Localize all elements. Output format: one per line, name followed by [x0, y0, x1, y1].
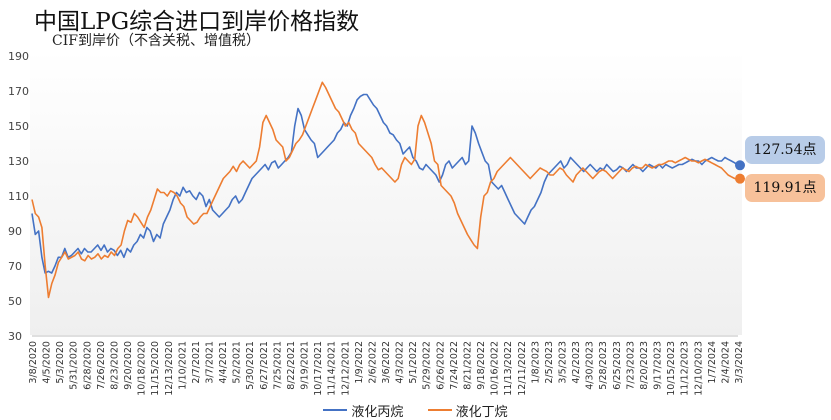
- x-tick-label: 12/11/2022: [517, 341, 528, 396]
- series-layer: [31, 81, 739, 299]
- x-tick-label: 1/10/2021: [177, 341, 188, 390]
- x-tick-label: 7/26/2020: [96, 341, 107, 390]
- x-tick-label: 7/24/2022: [449, 341, 460, 390]
- x-tick-label: 12/12/2021: [340, 341, 351, 396]
- x-tick-label: 6/28/2020: [82, 341, 93, 390]
- x-tick-label: 1/9/2022: [354, 341, 365, 384]
- y-tick-label: 110: [8, 190, 29, 203]
- x-tick-label: 4/4/2021: [218, 341, 229, 384]
- y-tick-label: 70: [8, 260, 22, 273]
- x-tick-label: 3/7/2021: [205, 341, 216, 384]
- legend-butane-label: 液化丁烷: [455, 404, 508, 420]
- x-tick-label: 8/20/2023: [639, 341, 650, 390]
- legend-butane-swatch: [427, 409, 452, 411]
- x-tick-label: 6/26/2022: [435, 341, 446, 390]
- plot-area: [30, 50, 742, 335]
- x-tick-label: 12/10/2023: [693, 341, 704, 396]
- propane-value-callout: 127.54点: [745, 136, 825, 164]
- x-tick-label: 2/6/2022: [367, 341, 378, 384]
- x-tick-label: 2/5/2023: [544, 341, 555, 384]
- x-tick-label: 9/18/2022: [476, 341, 487, 390]
- y-tick-label: 170: [8, 85, 29, 98]
- x-tick-label: 5/30/2021: [245, 341, 256, 390]
- x-tick-label: 1/8/2023: [530, 341, 541, 384]
- butane-end-marker: [735, 173, 745, 184]
- x-tick-label: 4/3/2022: [395, 341, 406, 384]
- legend-item-butane: 液化丁烷: [427, 401, 508, 420]
- x-tick-label: 5/1/2022: [408, 341, 419, 384]
- y-tick-label: 150: [8, 120, 29, 133]
- legend-propane-swatch: [323, 409, 348, 411]
- butane-series-line: [31, 81, 739, 299]
- x-tick-label: 4/5/2020: [42, 341, 53, 384]
- x-tick-label: 3/3/2024: [734, 341, 745, 384]
- x-tick-label: 10/17/2021: [313, 341, 324, 396]
- x-tick-label: 3/5/2023: [558, 341, 569, 384]
- chart-subtitle: CIF到岸价（不含关税、增值税）: [52, 33, 260, 49]
- x-tick-label: 8/22/2021: [286, 341, 297, 390]
- x-tick-label: 9/17/2023: [653, 341, 664, 390]
- x-tick-label: 7/23/2023: [625, 341, 636, 390]
- legend-item-propane: 液化丙烷: [323, 401, 403, 420]
- legend: 液化丙烷 液化丁烷: [0, 400, 831, 420]
- legend-propane-label: 液化丙烷: [351, 404, 404, 420]
- y-tick-label: 30: [8, 330, 22, 343]
- x-tick-label: 10/15/2023: [666, 341, 677, 396]
- x-tick-label: 9/20/2020: [123, 341, 134, 390]
- x-tick-label: 8/21/2022: [462, 341, 473, 390]
- chart-title: 中国LPG综合进口到岸价格指数: [34, 9, 360, 35]
- y-tick-label: 50: [8, 295, 22, 308]
- propane-series-line: [31, 93, 739, 274]
- x-tick-label: 7/25/2021: [272, 341, 283, 390]
- x-tick-label: 11/15/2020: [150, 341, 161, 396]
- x-tick-label: 11/13/2022: [503, 341, 514, 396]
- y-tick-label: 130: [8, 155, 29, 168]
- propane-end-marker: [735, 160, 745, 171]
- x-axis: 3/8/2020 4/5/2020 5/3/2020 5/31/2020 6/28/20…: [28, 335, 745, 396]
- x-tick-label: 2/4/2024: [720, 341, 731, 384]
- x-tick-label: 1/7/2024: [707, 341, 718, 384]
- x-tick-label: 11/12/2023: [680, 341, 691, 396]
- x-tick-label: 5/3/2020: [55, 341, 66, 384]
- x-tick-label: 6/27/2021: [259, 341, 270, 390]
- x-tick-label: 5/2/2021: [232, 341, 243, 384]
- x-tick-label: 6/25/2023: [612, 341, 623, 390]
- x-tick-label: 11/14/2021: [327, 341, 338, 396]
- x-tick-label: 8/23/2020: [109, 341, 120, 390]
- x-tick-label: 5/29/2022: [422, 341, 433, 390]
- y-tick-label: 90: [8, 225, 22, 238]
- x-tick-label: 4/2/2023: [571, 341, 582, 384]
- x-tick-label: 2/7/2021: [191, 341, 202, 384]
- end-markers: [735, 160, 745, 184]
- x-tick-label: 5/28/2023: [598, 341, 609, 390]
- y-tick-label: 190: [8, 50, 29, 63]
- x-tick-label: 10/18/2020: [137, 341, 148, 396]
- x-tick-label: 12/13/2020: [164, 341, 175, 396]
- y-axis: 30 50 70 90 110 130 150 170 190: [8, 50, 29, 343]
- x-tick-label: 3/6/2022: [381, 341, 392, 384]
- butane-value-callout: 119.91点: [745, 174, 825, 202]
- x-tick-label: 10/16/2022: [490, 341, 501, 396]
- x-tick-label: 9/19/2021: [300, 341, 311, 390]
- x-tick-label: 4/30/2023: [585, 341, 596, 390]
- x-tick-label: 3/8/2020: [28, 341, 39, 384]
- x-tick-label: 5/31/2020: [69, 341, 80, 390]
